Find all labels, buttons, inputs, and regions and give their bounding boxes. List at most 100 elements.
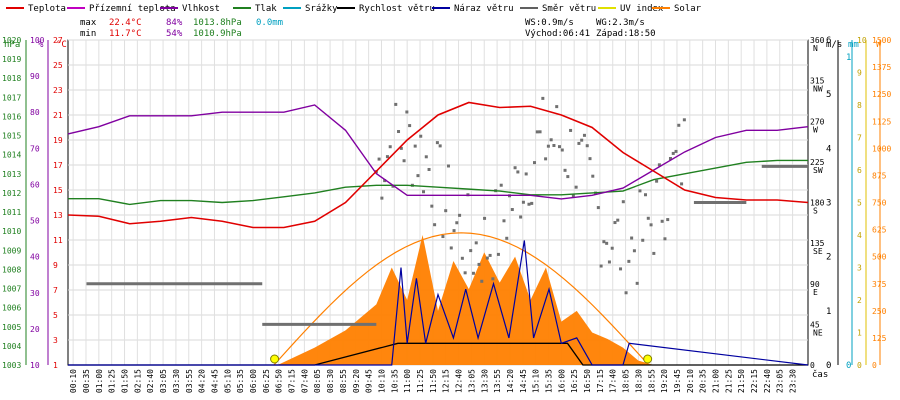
x-tick-label: 05:35 [236, 369, 245, 393]
x-tick-label: 04:45 [210, 369, 219, 393]
wind-dir-point [510, 208, 514, 212]
pct-tick: 70 [30, 144, 40, 153]
c-tick: 19 [53, 136, 63, 145]
uv-tick: 5 [857, 199, 862, 208]
humidity-line [67, 104, 809, 200]
dir-tick: 90 [810, 280, 820, 289]
x-tick-label: 19:45 [673, 369, 682, 393]
wind-dir-point [652, 251, 656, 255]
wind-dir-point [480, 279, 484, 283]
w-tick: 250 [872, 307, 887, 316]
wind-dir-point [516, 170, 520, 174]
wind-dir-point [458, 213, 462, 217]
x-tick-label: 16:25 [570, 369, 579, 393]
dir-tick: 225 [810, 158, 825, 167]
stat-min-temp: 11.7°C [109, 29, 142, 39]
hpa-tick: 1012 [2, 189, 21, 198]
wind-dir-point [619, 267, 623, 271]
x-tick-label: 10:35 [390, 369, 399, 393]
x-tick-label: 14:20 [506, 369, 515, 393]
x-tick-label: 00:35 [82, 369, 91, 393]
wind-dir-point [657, 163, 661, 167]
uv-tick: 3 [857, 264, 862, 273]
ms-tick: 3 [826, 199, 831, 209]
uv-tick: 2 [857, 296, 862, 305]
wind-dir-point [483, 216, 487, 220]
wind-dir-point [596, 206, 600, 210]
x-tick-label: 13:55 [493, 369, 502, 393]
pct-tick: 100 [30, 36, 45, 45]
wind-dir-point [610, 246, 614, 250]
wind-dir-point [388, 145, 392, 149]
wind-dir-point [552, 144, 556, 148]
wind-dir-point [441, 235, 445, 239]
temperature-line [67, 101, 809, 229]
wind-dir-point [446, 164, 450, 168]
x-tick-label: 14:45 [519, 369, 528, 393]
wind-dir-point [666, 218, 670, 222]
dir-tick: 270 [810, 117, 825, 126]
legend-label-3: Tlak [255, 4, 277, 14]
wind-dir-point [485, 256, 489, 260]
x-tick-label: 11:25 [416, 369, 425, 393]
dir-tick: 45 [810, 320, 820, 329]
wind-dir-point [538, 130, 542, 134]
dir-tick: 0 [810, 361, 815, 370]
x-tick-label: 02:15 [133, 369, 142, 393]
wind-dir-point [530, 201, 534, 205]
uv-marker-0 [270, 354, 280, 364]
x-tick-label: 06:00 [249, 369, 258, 393]
wind-dir-point [433, 223, 437, 227]
wind-dir-point [621, 200, 625, 204]
sunrise: Východ:06:41 [525, 29, 590, 39]
x-tick-label: 12:40 [455, 369, 464, 393]
wind-dir-point [641, 238, 645, 242]
dir-tick: 360 [810, 36, 825, 45]
wind-dir-point [577, 141, 581, 145]
wind-dir-point [460, 256, 464, 260]
hpa-tick: 1015 [2, 132, 21, 141]
x-tick-label: 19:20 [660, 369, 669, 393]
dir-label: N [813, 44, 818, 53]
wind-dir-point [546, 144, 550, 148]
w-tick: 875 [872, 171, 887, 180]
legend-label-1: Přízemní teplota [89, 4, 176, 14]
wind-dir-point [527, 202, 531, 206]
x-tick-label: 06:50 [275, 369, 284, 393]
wind-dir-point [430, 204, 434, 208]
w-unit: W [876, 40, 882, 50]
hpa-tick: 1007 [2, 285, 21, 294]
c-tick: 7 [53, 286, 58, 295]
dir-label: E [813, 288, 818, 297]
uv-marker-1 [643, 354, 653, 364]
pct-tick: 50 [30, 217, 40, 226]
legend-label-8: UV index [620, 4, 664, 14]
x-tick-label: 21:50 [737, 369, 746, 393]
x-tick-label: 06:25 [262, 369, 271, 393]
x-tick-label: 22:15 [750, 369, 759, 393]
wind-dir-point [580, 138, 584, 142]
wind-dir-point [380, 196, 384, 200]
hpa-tick: 1005 [2, 323, 21, 332]
pct-tick: 80 [30, 108, 40, 117]
ms-tick: 5 [826, 90, 831, 100]
wind-dir-point [422, 190, 426, 194]
wind-dir-point [513, 166, 517, 170]
uv-tick: 10 [857, 36, 867, 45]
uv-tick: 8 [857, 101, 862, 110]
uv-tick: 1 [857, 329, 862, 338]
wind-dir-point [435, 141, 439, 145]
wind-dir-point [555, 105, 559, 109]
c-tick: 13 [53, 211, 63, 220]
w-tick: 125 [872, 334, 887, 343]
hpa-unit: hPa [4, 40, 20, 50]
hpa-tick: 1020 [2, 36, 21, 45]
hpa-tick: 1006 [2, 304, 21, 313]
x-tick-label: 03:05 [159, 369, 168, 393]
wind-dir-point [682, 118, 686, 122]
wind-dir-point [569, 128, 573, 132]
c-tick: 25 [53, 61, 63, 70]
wind-dir-point [394, 102, 398, 106]
